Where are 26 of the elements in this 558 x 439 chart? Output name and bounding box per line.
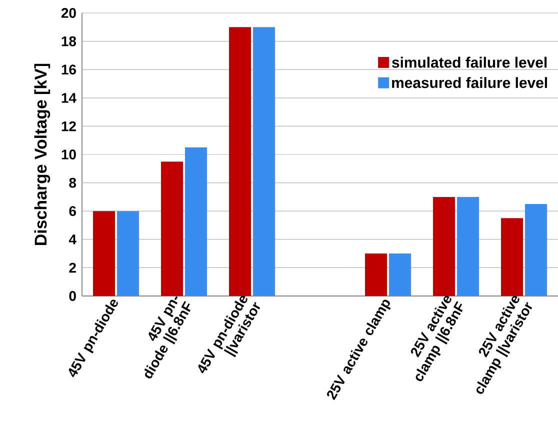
bar bbox=[501, 218, 524, 296]
y-tick-label: 6 bbox=[69, 206, 76, 216]
y-tick-label: 14 bbox=[62, 93, 76, 103]
bar bbox=[524, 204, 547, 296]
legend-label: simulated failure level bbox=[392, 56, 547, 68]
bar bbox=[252, 27, 275, 296]
y-tick-label: 12 bbox=[62, 121, 76, 132]
y-tick-label: 4 bbox=[68, 234, 76, 244]
legend-label: measured failure level bbox=[392, 77, 547, 88]
bar bbox=[229, 27, 252, 296]
bar bbox=[365, 254, 388, 296]
bar bbox=[161, 162, 184, 296]
bar bbox=[184, 147, 207, 296]
bar bbox=[116, 211, 139, 296]
y-tick-label: 18 bbox=[62, 36, 76, 46]
bar bbox=[93, 211, 116, 296]
y-tick-label: 2 bbox=[69, 262, 76, 273]
y-tick-label: 10 bbox=[62, 150, 76, 160]
y-tick-label: 8 bbox=[69, 178, 76, 188]
y-tick-label: 16 bbox=[62, 64, 76, 75]
bar bbox=[433, 196, 456, 296]
bar bbox=[388, 254, 411, 296]
y-axis-title: Discharge Voltage [kV] bbox=[34, 64, 50, 245]
y-tick-label: 20 bbox=[61, 8, 76, 18]
bar bbox=[456, 196, 479, 296]
y-tick-label: 0 bbox=[69, 291, 76, 301]
